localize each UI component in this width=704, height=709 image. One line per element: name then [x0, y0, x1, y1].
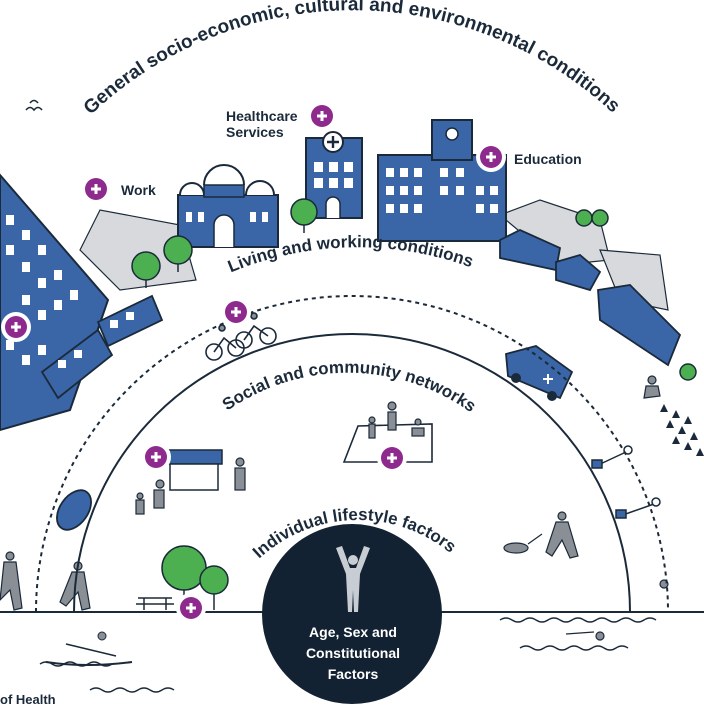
- ambulance-icon: [505, 345, 574, 401]
- plus-badge-icon: [141, 442, 171, 472]
- hospital-building: [305, 131, 363, 219]
- dog-walker-icon: [503, 511, 579, 559]
- rower-icon: [45, 631, 133, 666]
- healthcare-label-line1: Healthcare: [226, 108, 298, 124]
- arc-label-social: Social and community networks: [219, 358, 480, 416]
- bench-icon: [136, 597, 174, 610]
- plus-badges: [1, 101, 506, 623]
- runner-icon: [0, 375, 661, 611]
- domed-building: [177, 164, 279, 248]
- plus-badge-icon: [476, 142, 506, 172]
- plus-badge-icon: [1, 312, 31, 342]
- core-label-line3: Factors: [327, 666, 379, 682]
- crowd-pattern: [660, 404, 704, 456]
- plus-badge-icon: [176, 593, 206, 623]
- car-icon: [56, 489, 92, 531]
- school-building: [377, 119, 507, 242]
- work-label: Work: [121, 182, 156, 198]
- plus-badge-icon: [307, 101, 337, 131]
- plus-badge-icon: [377, 443, 407, 473]
- core-label-line2: Constitutional: [305, 645, 401, 661]
- arc-living: [35, 295, 669, 613]
- swimmer-icon: [565, 579, 669, 641]
- arc-label-outer: General socio-economic, cultural and env…: [80, 0, 624, 119]
- tree-icon: [131, 198, 697, 610]
- arc-social: [73, 333, 631, 613]
- market-stall-icon: [135, 449, 246, 515]
- cyclists-icon: [205, 312, 277, 361]
- plus-badge-icon: [221, 297, 251, 327]
- street-lamp-icon: [591, 445, 661, 519]
- core-circle: [262, 524, 442, 704]
- core-label-line1: Age, Sex and: [309, 624, 397, 640]
- healthcare-label: Healthcare Services: [226, 108, 298, 140]
- person-arms-up-icon: [336, 546, 370, 612]
- birds-icon: [25, 99, 43, 112]
- education-label: Education: [514, 151, 582, 167]
- tram-icon: [40, 294, 164, 400]
- healthcare-label-line2: Services: [226, 124, 284, 140]
- plus-badge-icon: [81, 174, 111, 204]
- houses-right: [499, 229, 682, 367]
- bottom-caption: of Health: [0, 692, 56, 707]
- core-label: Age, Sex and Constitutional Factors: [280, 622, 426, 685]
- background-hills: [79, 199, 669, 311]
